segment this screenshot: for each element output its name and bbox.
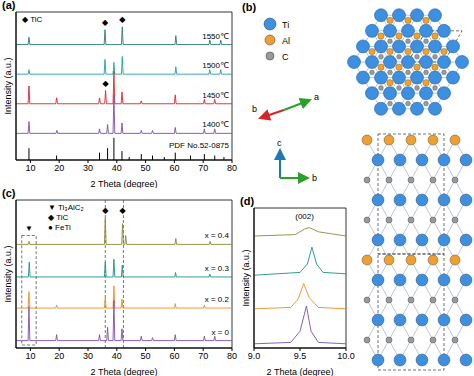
svg-text:PDF No.52-0875: PDF No.52-0875 [169,141,230,150]
svg-text:60: 60 [169,351,179,361]
svg-text:c: c [277,138,282,148]
svg-text:◆: ◆ [119,206,126,215]
html-text:(c): (c) [2,187,16,199]
html-text:(a): (a) [2,0,16,11]
svg-text:80: 80 [227,351,237,361]
svg-text:9.5: 9.5 [294,351,307,361]
svg-text:10: 10 [25,163,35,173]
html-text:▼ Ti₃AlC₂: ▼ Ti₃AlC₂ [48,203,84,212]
svg-text:▼: ▼ [25,224,33,233]
svg-text:70: 70 [198,351,208,361]
svg-text:Intensity (a.u.): Intensity (a.u.) [3,245,13,302]
svg-text:◆: ◆ [119,15,126,24]
svg-text:30: 30 [83,351,93,361]
svg-text:C: C [282,52,289,62]
svg-text:◆: ◆ [102,206,109,215]
svg-text:(b): (b) [242,1,256,13]
svg-text:60: 60 [169,163,179,173]
svg-text:2 Theta (degree): 2 Theta (degree) [91,179,158,188]
svg-text:◆: ◆ [102,18,109,27]
svg-text:2 Theta (degree): 2 Theta (degree) [267,367,334,376]
svg-text:1450℃: 1450℃ [202,91,229,100]
svg-text:x = 0: x = 0 [211,328,229,337]
svg-text:70: 70 [198,163,208,173]
svg-text:1550℃: 1550℃ [202,32,229,41]
svg-text:20: 20 [54,163,64,173]
svg-text:Ti: Ti [282,20,289,30]
svg-text:30: 30 [83,163,93,173]
svg-text:x = 0.2: x = 0.2 [205,295,230,304]
svg-text:50: 50 [141,351,151,361]
svg-text:10: 10 [25,351,35,361]
html-text:◆ TiC: ◆ TiC [22,15,43,24]
svg-text:b: b [312,173,317,183]
svg-text:10.0: 10.0 [337,351,355,361]
svg-text:◆: ◆ [102,79,109,88]
svg-text:9.0: 9.0 [248,351,261,361]
svg-text:40: 40 [112,351,122,361]
svg-text:Al: Al [282,36,290,46]
svg-text:40: 40 [112,163,122,173]
svg-text:50: 50 [141,163,151,173]
svg-text:80: 80 [227,163,237,173]
html-text:(d): (d) [240,195,254,207]
svg-text:x = 0.3: x = 0.3 [205,264,230,273]
svg-text:Intensity (a.u.): Intensity (a.u.) [3,57,13,114]
svg-text:20: 20 [54,351,64,361]
html-text:◆ TiC: ◆ TiC [48,213,69,222]
html-text:● FeTi: ● FeTi [48,223,71,232]
svg-text:1500℃: 1500℃ [202,61,229,70]
svg-text:(002): (002) [295,212,314,221]
svg-text:Intensity (a.u.): Intensity (a.u.) [241,249,251,306]
svg-text:2 Theta (degree): 2 Theta (degree) [91,367,158,376]
svg-text:1400℃: 1400℃ [202,120,229,129]
svg-text:x = 0.4: x = 0.4 [205,231,230,240]
svg-text:b: b [252,104,257,114]
svg-text:a: a [314,92,319,102]
